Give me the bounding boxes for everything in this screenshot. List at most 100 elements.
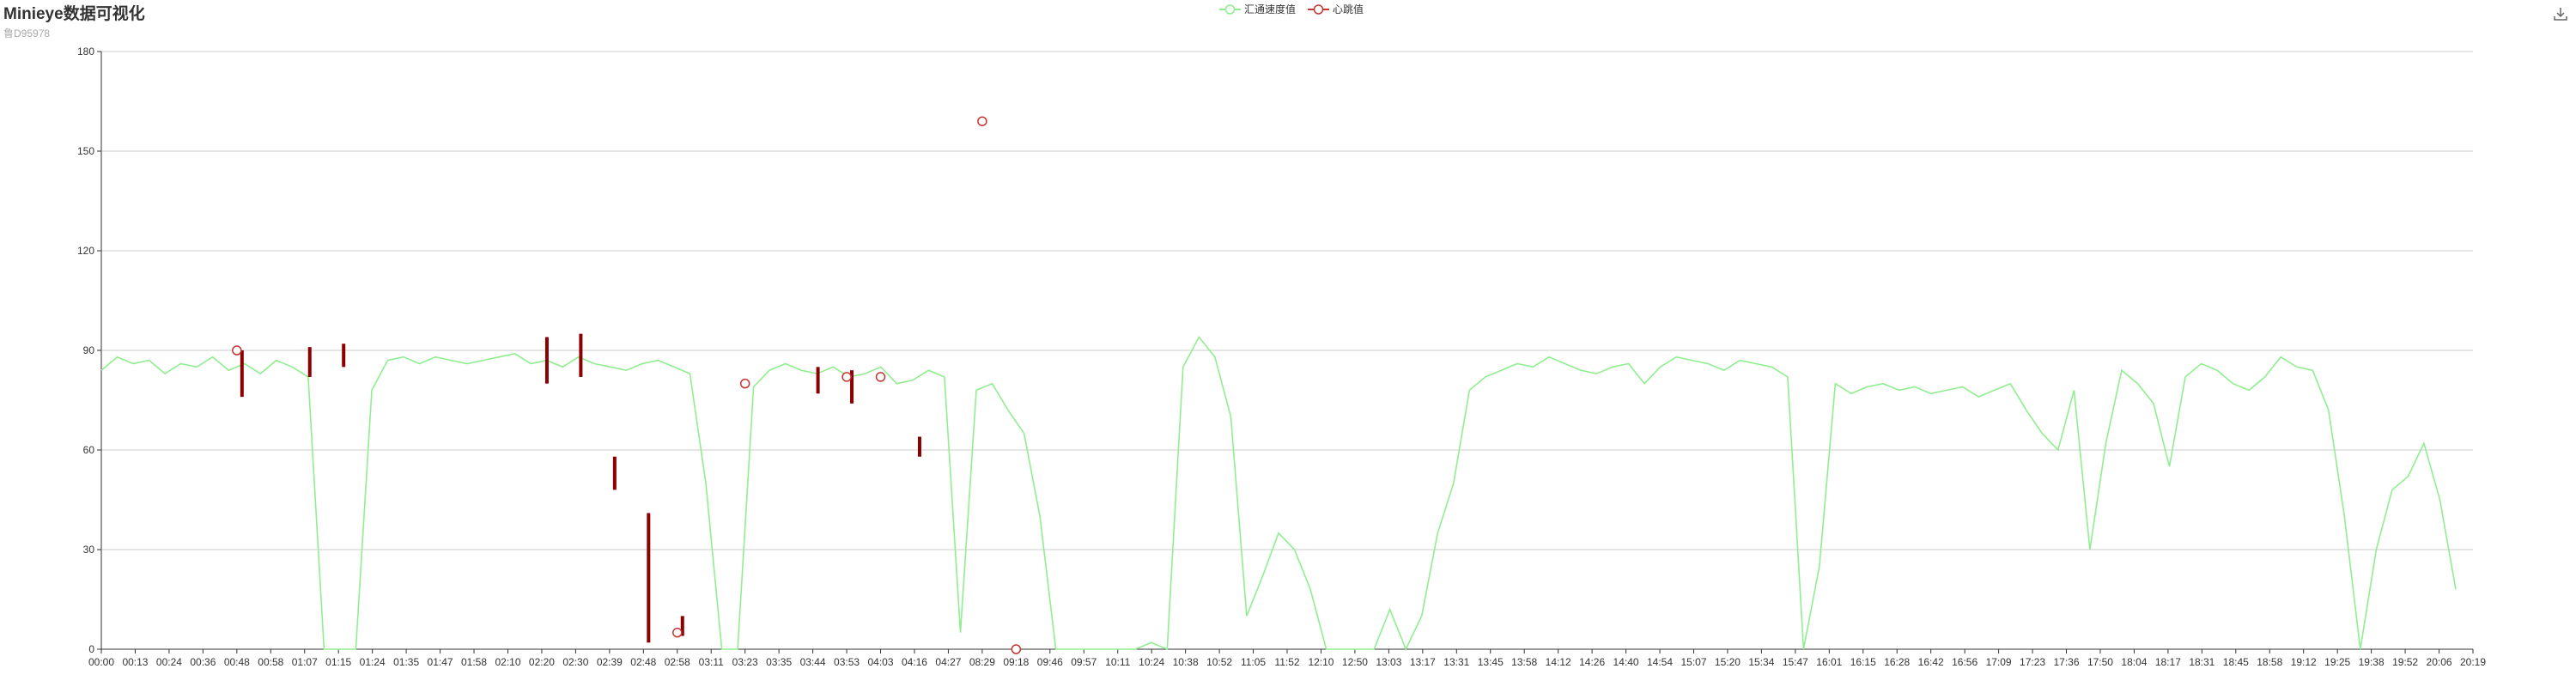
speed-series-line (100, 336, 2457, 651)
x-tick-label: 16:15 (1850, 656, 1876, 668)
x-tick-label: 19:38 (2359, 656, 2385, 668)
x-tick-label: 15:34 (1748, 656, 1774, 668)
x-tick-label: 10:24 (1139, 656, 1164, 668)
candlestick-bar (816, 367, 820, 394)
x-tick-label: 02:58 (665, 656, 690, 668)
y-tick-label: 120 (77, 245, 94, 257)
x-tick-label: 16:01 (1816, 656, 1842, 668)
x-tick-label: 17:23 (2020, 656, 2045, 668)
legend-line-circle-icon (1308, 3, 1330, 15)
x-tick-label: 10:38 (1173, 656, 1199, 668)
x-tick-label: 01:35 (393, 656, 419, 668)
x-tick-label: 15:20 (1715, 656, 1741, 668)
candlestick-bar (647, 513, 651, 643)
x-tick-label: 00:48 (224, 656, 250, 668)
x-tick-label: 04:03 (867, 656, 893, 668)
download-icon[interactable] (2552, 5, 2569, 22)
heartbeat-point (977, 116, 987, 126)
y-tick-label: 180 (77, 46, 94, 58)
heartbeat-point (841, 372, 852, 382)
x-tick-label: 10:11 (1105, 656, 1130, 668)
x-tick-label: 18:45 (2223, 656, 2249, 668)
x-tick-label: 01:07 (292, 656, 318, 668)
x-tick-label: 13:17 (1410, 656, 1436, 668)
x-tick-label: 08:29 (969, 656, 995, 668)
x-tick-label: 13:03 (1376, 656, 1401, 668)
x-tick-label: 19:12 (2291, 656, 2317, 668)
x-tick-label: 03:44 (800, 656, 826, 668)
x-tick-label: 14:54 (1647, 656, 1673, 668)
x-tick-label: 19:25 (2324, 656, 2350, 668)
x-tick-label: 11:52 (1274, 656, 1299, 668)
candlestick-bar (240, 350, 244, 398)
heartbeat-point (739, 378, 750, 389)
x-tick-label: 09:46 (1037, 656, 1063, 668)
x-tick-label: 17:36 (2053, 656, 2079, 668)
x-tick-label: 00:00 (88, 656, 114, 668)
y-tick-label: 30 (83, 544, 95, 556)
x-tick-label: 00:13 (122, 656, 148, 668)
x-tick-label: 14:26 (1579, 656, 1605, 668)
x-tick-label: 13:45 (1478, 656, 1504, 668)
x-tick-label: 01:24 (360, 656, 386, 668)
x-tick-label: 02:30 (562, 656, 588, 668)
candlestick-bar (544, 337, 549, 384)
x-tick-label: 12:10 (1308, 656, 1334, 668)
x-tick-label: 16:28 (1884, 656, 1910, 668)
x-tick-label: 03:35 (766, 656, 792, 668)
x-tick-label: 18:04 (2121, 656, 2147, 668)
x-tick-label: 01:58 (461, 656, 487, 668)
x-tick-label: 03:23 (732, 656, 758, 668)
x-tick-label: 01:47 (428, 656, 453, 668)
candlestick-bar (307, 347, 312, 377)
legend-item-heartbeat[interactable]: 心跳值 (1308, 2, 1364, 16)
heartbeat-point (1011, 644, 1022, 654)
x-tick-label: 15:07 (1680, 656, 1706, 668)
heartbeat-point (232, 345, 242, 356)
heartbeat-point (875, 372, 886, 382)
x-tick-label: 14:40 (1613, 656, 1639, 668)
legend-label-speed: 汇通速度值 (1244, 3, 1297, 15)
x-tick-label: 02:48 (630, 656, 656, 668)
legend-item-speed[interactable]: 汇通速度值 (1219, 2, 1296, 16)
candlestick-bar (342, 344, 346, 368)
x-tick-label: 00:36 (190, 656, 216, 668)
y-tick-label: 0 (88, 643, 94, 655)
heartbeat-point (672, 627, 683, 638)
x-tick-label: 16:56 (1952, 656, 1978, 668)
x-tick-label: 13:58 (1511, 656, 1537, 668)
y-tick-label: 150 (77, 145, 94, 157)
candlestick-bar (680, 616, 684, 636)
x-tick-label: 01:15 (325, 656, 351, 668)
x-tick-label: 18:17 (2155, 656, 2181, 668)
x-tick-label: 17:50 (2087, 656, 2113, 668)
x-tick-label: 18:31 (2189, 656, 2215, 668)
candlestick-bar (850, 370, 854, 404)
candlestick-bar (917, 436, 921, 457)
x-tick-label: 20:19 (2460, 656, 2486, 668)
x-tick-label: 11:05 (1241, 656, 1266, 668)
x-tick-label: 16:42 (1918, 656, 1944, 668)
page-subtitle: 鲁D95978 (3, 27, 51, 40)
x-tick-label: 12:50 (1342, 656, 1368, 668)
x-tick-label: 04:16 (902, 656, 927, 668)
x-tick-label: 18:58 (2257, 656, 2282, 668)
x-tick-label: 00:24 (156, 656, 182, 668)
x-tick-label: 03:53 (834, 656, 860, 668)
x-tick-label: 19:52 (2392, 656, 2418, 668)
x-tick-label: 17:09 (1986, 656, 2012, 668)
x-tick-label: 14:12 (1546, 656, 1571, 668)
legend-line-circle-icon (1219, 3, 1241, 15)
y-tick-label: 90 (83, 344, 95, 356)
x-tick-label: 13:31 (1443, 656, 1469, 668)
x-tick-label: 20:06 (2427, 656, 2452, 668)
x-tick-label: 15:47 (1783, 656, 1808, 668)
x-tick-label: 02:10 (495, 656, 520, 668)
x-tick-label: 02:39 (597, 656, 623, 668)
y-tick-label: 60 (83, 444, 95, 456)
legend-label-heartbeat: 心跳值 (1333, 3, 1364, 15)
candlestick-bar (612, 456, 617, 490)
candlestick-bar (579, 333, 583, 377)
chart-legend: 汇通速度值 心跳值 (1219, 2, 1364, 16)
